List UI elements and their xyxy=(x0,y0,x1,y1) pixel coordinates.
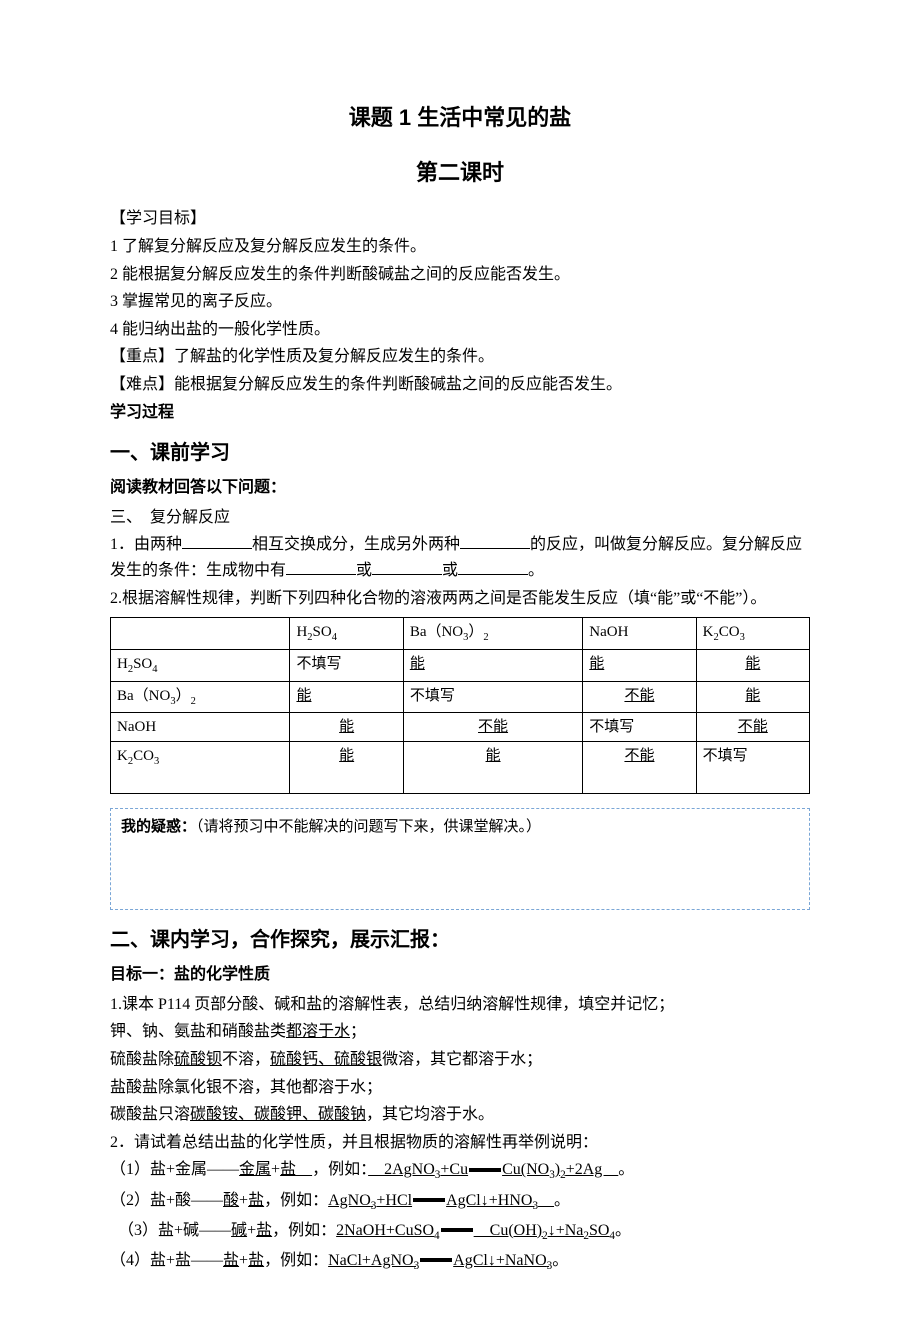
row-label: Ba（NO3）2 xyxy=(111,681,290,713)
blank xyxy=(182,532,252,549)
cell: 不填写 xyxy=(696,742,809,794)
main-title: 课题 1 生活中常见的盐 xyxy=(110,100,810,135)
cell: 能 xyxy=(403,742,582,794)
blank xyxy=(372,558,442,575)
cell: 能 xyxy=(403,649,582,681)
cell: 能 xyxy=(290,681,403,713)
g1-line4: 盐酸盐除氯化银不溶，其他都溶于水； xyxy=(110,1075,810,1101)
keypoint-text: 了解盐的化学性质及复分解反应发生的条件。 xyxy=(174,348,494,365)
objective-3: 3 掌握常见的离子反应。 xyxy=(110,289,810,315)
q1-end: 。 xyxy=(528,562,544,579)
header-cell: NaOH xyxy=(583,618,696,650)
table-row: Ba（NO3）2 能 不填写 不能 能 xyxy=(111,681,810,713)
question-2: 2.根据溶解性规律，判断下列四种化合物的溶液两两之间是否能发生反应（填“能”或“… xyxy=(110,586,810,612)
g1-line5: 碳酸盐只溶碳酸铵、碳酸钾、碳酸钠，其它均溶于水。 xyxy=(110,1102,810,1128)
cell: 不填写 xyxy=(290,649,403,681)
table-row: NaOH 能 不能 不填写 不能 xyxy=(111,713,810,742)
q1-or: 或 xyxy=(356,562,372,579)
question-1: 1．由两种相互交换成分，生成另外两种的反应，叫做复分解反应。复分解反应发生的条件… xyxy=(110,532,810,583)
cell: 能 xyxy=(583,649,696,681)
table-row: K2CO3 能 能 不能 不填写 xyxy=(111,742,810,794)
cell: 不填写 xyxy=(403,681,582,713)
g1-line2: 钾、钠、氨盐和硝酸盐类都溶于水； xyxy=(110,1019,810,1045)
g1-line3: 硫酸盐除硫酸钡不溶，硫酸钙、硫酸银微溶，其它都溶于水； xyxy=(110,1047,810,1073)
objectives-header: 【学习目标】 xyxy=(110,206,810,232)
item-3-label: 三、 复分解反应 xyxy=(110,505,810,531)
cell: 不能 xyxy=(583,681,696,713)
header-cell: K2CO3 xyxy=(696,618,809,650)
cell: 能 xyxy=(696,649,809,681)
objective-2: 2 能根据复分解反应发生的条件判断酸碱盐之间的反应能否发生。 xyxy=(110,262,810,288)
difficult-text: 能根据复分解反应发生的条件判断酸碱盐之间的反应能否发生。 xyxy=(174,376,622,393)
process-label: 学习过程 xyxy=(110,400,810,426)
section-1-title: 一、课前学习 xyxy=(110,437,810,469)
row-label: NaOH xyxy=(111,713,290,742)
blank xyxy=(460,532,530,549)
difficult-label: 【难点】 xyxy=(110,376,174,393)
table-row: H2SO4 不填写 能 能 能 xyxy=(111,649,810,681)
blank xyxy=(458,558,528,575)
equation-2: （2）盐+酸——酸+盐，例如：AgNO3+HClAgCl↓+HNO3 。 xyxy=(110,1188,810,1216)
header-cell xyxy=(111,618,290,650)
row-label: H2SO4 xyxy=(111,649,290,681)
cell: 不能 xyxy=(583,742,696,794)
equation-4: （4）盐+盐——盐+盐，例如：NaCl+AgNO3AgCl↓+NaNO3。 xyxy=(110,1248,810,1276)
cell: 不能 xyxy=(403,713,582,742)
row-label: K2CO3 xyxy=(111,742,290,794)
difficult: 【难点】能根据复分解反应发生的条件判断酸碱盐之间的反应能否发生。 xyxy=(110,372,810,398)
goal-1-label: 目标一：盐的化学性质 xyxy=(110,962,810,988)
cell: 不能 xyxy=(696,713,809,742)
q1-or: 或 xyxy=(442,562,458,579)
keypoint-label: 【重点】 xyxy=(110,348,174,365)
equation-3: （3）盐+碱——碱+盐，例如：2NaOH+CuSO4 Cu(OH)2↓+Na2S… xyxy=(110,1218,810,1246)
doubt-box: 我的疑惑：（请将预习中不能解决的问题写下来，供课堂解决。） xyxy=(110,808,810,910)
header-cell: Ba（NO3）2 xyxy=(403,618,582,650)
cell: 不填写 xyxy=(583,713,696,742)
keypoint: 【重点】了解盐的化学性质及复分解反应发生的条件。 xyxy=(110,344,810,370)
q1-prefix: 1．由两种 xyxy=(110,536,182,553)
doubt-text: （请将预习中不能解决的问题写下来，供课堂解决。） xyxy=(196,819,541,835)
cell: 能 xyxy=(290,713,403,742)
doubt-label: 我的疑惑： xyxy=(121,818,196,835)
objective-1: 1 了解复分解反应及复分解反应发生的条件。 xyxy=(110,234,810,260)
section-2-title: 二、课内学习，合作探究，展示汇报： xyxy=(110,924,810,956)
g1-line1: 1.课本 P114 页部分酸、碱和盐的溶解性表，总结归纳溶解性规律，填空并记忆； xyxy=(110,992,810,1018)
objective-4: 4 能归纳出盐的一般化学性质。 xyxy=(110,317,810,343)
q1-mid1: 相互交换成分，生成另外两种 xyxy=(252,536,460,553)
g2-intro: 2．请试着总结出盐的化学性质，并且根据物质的溶解性再举例说明： xyxy=(110,1130,810,1156)
header-cell: H2SO4 xyxy=(290,618,403,650)
sub-title: 第二课时 xyxy=(110,155,810,190)
equation-1: （1）盐+金属——金属+盐 ，例如： 2AgNO3+CuCu(NO3)2+2Ag… xyxy=(110,1157,810,1185)
reading-label: 阅读教材回答以下问题： xyxy=(110,475,810,501)
reaction-table: H2SO4 Ba（NO3）2 NaOH K2CO3 H2SO4 不填写 能 能 … xyxy=(110,617,810,794)
blank xyxy=(286,558,356,575)
cell: 能 xyxy=(696,681,809,713)
table-header-row: H2SO4 Ba（NO3）2 NaOH K2CO3 xyxy=(111,618,810,650)
cell: 能 xyxy=(290,742,403,794)
